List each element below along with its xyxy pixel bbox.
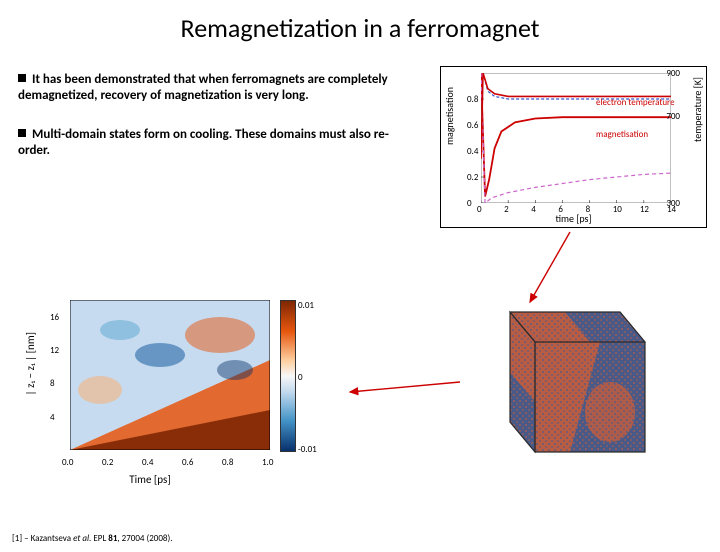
citation: [1] – Kazantseva et al. EPL 81, 27004 (2… <box>12 533 173 544</box>
chart1-ylabel-left: magnetisation <box>443 87 456 145</box>
bullet-marker-icon <box>18 129 26 137</box>
chart2-ylabel: | z₁ − z₁ | [nm] <box>24 332 37 395</box>
bullet-list: It has been demonstrated that when ferro… <box>18 72 418 181</box>
bullet-marker-icon <box>18 74 26 82</box>
page-title: Remagnetization in a ferromagnet <box>0 12 720 44</box>
bullet-2: Multi-domain states form on cooling. The… <box>18 127 418 160</box>
chart2-colorbar <box>280 300 296 452</box>
citation-ref: [1] – Kazantseva <box>12 533 73 544</box>
chart2-heatmap <box>70 300 270 450</box>
domain-cube-render <box>470 292 650 472</box>
citation-rest: , 27004 (2008). <box>117 533 172 544</box>
bullet-2-text: Multi-domain states form on cooling. The… <box>18 127 389 158</box>
magnetisation-temperature-chart: magnetisation temperature [K] time [ps] … <box>440 66 707 228</box>
chart1-annot-etemp: electron temperature <box>596 97 675 108</box>
chart2-xlabel: Time [ps] <box>20 473 280 486</box>
chart1-ylabel-right: temperature [K] <box>691 77 704 142</box>
cube-icon <box>470 292 650 472</box>
bullet-1: It has been demonstrated that when ferro… <box>18 72 418 105</box>
chart1-annot-mag: magnetisation <box>596 129 648 140</box>
citation-etal: et al. <box>73 533 91 544</box>
bullet-1-text: It has been demonstrated that when ferro… <box>18 72 388 103</box>
domain-heatmap-chart: | z₁ − z₁ | [nm] 0.010-0.01 0.00.20. <box>20 292 340 492</box>
citation-tail: EPL <box>91 533 108 544</box>
